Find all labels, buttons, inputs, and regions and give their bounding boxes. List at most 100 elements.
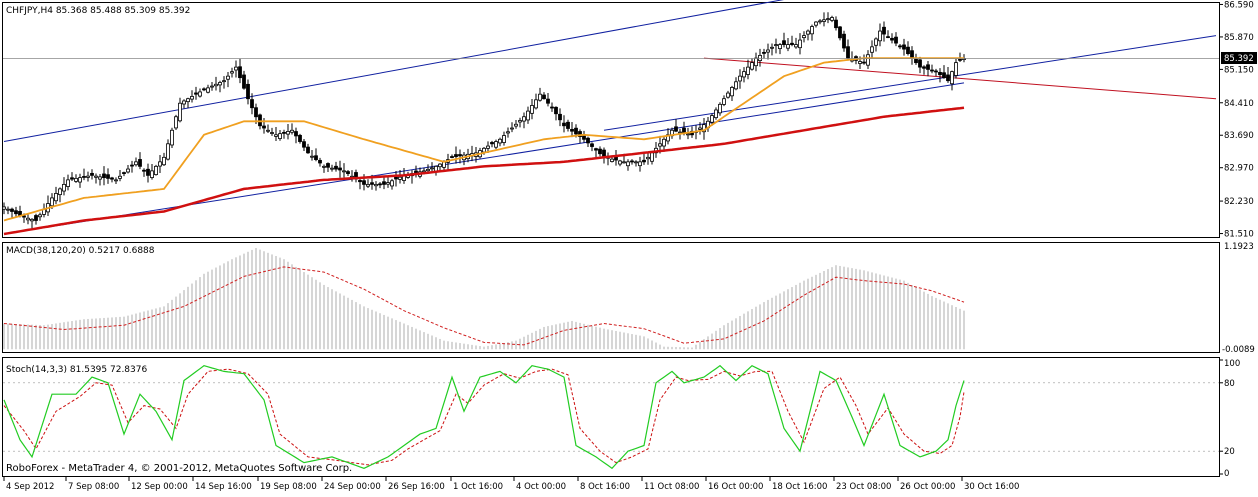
candle-body xyxy=(858,61,862,64)
candle-body xyxy=(958,58,962,61)
candle-body xyxy=(570,128,574,132)
candle-body xyxy=(938,71,942,76)
candle-body xyxy=(274,134,278,137)
candle-body xyxy=(686,133,690,136)
candle-body xyxy=(278,133,282,139)
candle-body xyxy=(482,147,486,153)
candle-body xyxy=(498,138,502,144)
candle-body xyxy=(186,98,190,103)
candle-body xyxy=(250,99,254,109)
candle-body xyxy=(778,44,782,50)
candle-body xyxy=(530,105,534,114)
candle-body xyxy=(646,156,650,160)
candle-body xyxy=(874,38,878,46)
candle-body xyxy=(386,182,390,185)
time-axis-label: 12 Sep 00:00 xyxy=(131,482,188,492)
candle-body xyxy=(438,163,442,168)
candle-body xyxy=(638,161,642,167)
stoch-header: Stoch(14,3,3) 81.5395 72.8376 xyxy=(6,365,147,375)
candle-body xyxy=(230,71,234,74)
candle-body xyxy=(626,161,630,167)
candle-body xyxy=(902,44,906,50)
candle-body xyxy=(58,188,62,196)
candle-body xyxy=(946,74,950,82)
candle-body xyxy=(318,159,322,164)
candle-body xyxy=(366,183,370,187)
candle-body xyxy=(142,169,146,172)
time-axis-label: 30 Oct 16:00 xyxy=(964,482,1019,492)
candle-body xyxy=(450,156,454,158)
candle-body xyxy=(202,88,206,91)
candle-body xyxy=(866,54,870,66)
candle-body xyxy=(622,161,626,164)
candle-body xyxy=(538,93,542,101)
candle-body xyxy=(770,46,774,49)
candle-body xyxy=(74,177,78,182)
candle-body xyxy=(634,161,638,164)
candle-body xyxy=(562,122,566,127)
candle-body xyxy=(106,174,110,179)
candle-body xyxy=(662,138,666,147)
candle-body xyxy=(882,26,886,35)
candle-body xyxy=(298,134,302,142)
candle-body xyxy=(930,69,934,72)
candle-body xyxy=(170,129,174,146)
candle-body xyxy=(158,161,162,167)
candle-body xyxy=(262,125,266,129)
time-axis-label: 19 Sep 08:00 xyxy=(260,482,317,492)
candle-body xyxy=(218,82,222,86)
stochastic-area[interactable] xyxy=(3,364,1219,470)
copyright-watermark: RoboForex - MetaTrader 4, © 2001-2012, M… xyxy=(6,463,352,474)
candle-body xyxy=(590,143,594,147)
candle-body xyxy=(598,148,602,155)
candle-body xyxy=(890,37,894,41)
stoch-axis-label: 80 xyxy=(1224,379,1235,389)
candle-body xyxy=(210,85,214,88)
candle-body xyxy=(182,100,186,105)
candle-body xyxy=(542,94,546,100)
main-chart-header: CHFJPY,H4 85.368 85.488 85.309 85.392 xyxy=(6,6,190,16)
candle-body xyxy=(582,135,586,140)
stoch-signal-line xyxy=(3,368,965,466)
candle-body xyxy=(718,103,722,114)
candle-body xyxy=(554,106,558,115)
candle-body xyxy=(806,30,810,35)
current-price-badge: 85.392 xyxy=(1224,54,1254,64)
main-panel-frame xyxy=(2,2,1220,238)
stoch-axis-label: 100 xyxy=(1224,359,1240,369)
candle-body xyxy=(614,156,618,161)
macd-area[interactable] xyxy=(3,248,965,350)
candle-body xyxy=(398,176,402,180)
candle-body xyxy=(514,123,518,127)
candle-body xyxy=(122,172,126,174)
stoch-axis-label: 0 xyxy=(1224,469,1229,479)
candle-body xyxy=(134,161,138,166)
candle-body xyxy=(346,171,350,174)
candle-body xyxy=(558,113,562,121)
time-axis-label: 11 Oct 08:00 xyxy=(644,482,699,492)
candle-body xyxy=(782,40,786,45)
time-axis-label: 7 Sep 08:00 xyxy=(68,482,119,492)
candle-body xyxy=(38,214,42,218)
candle-body xyxy=(774,44,778,46)
candle-body xyxy=(314,155,318,160)
candle-body xyxy=(174,116,178,129)
ma-fast-line xyxy=(3,57,964,222)
candle-body xyxy=(566,121,570,129)
candle-body xyxy=(526,110,530,121)
main-price-area[interactable] xyxy=(2,0,1220,236)
macd-header: MACD(38,120,20) 0.5217 0.6888 xyxy=(6,246,155,256)
price-axis-label: 81.510 xyxy=(1224,230,1254,240)
candle-body xyxy=(338,167,342,171)
candle-body xyxy=(950,71,954,85)
candle-body xyxy=(206,87,210,93)
candle-body xyxy=(370,182,374,185)
candle-body xyxy=(198,91,202,97)
candle-body xyxy=(102,173,106,179)
candle-body xyxy=(762,51,766,54)
time-axis-label: 26 Sep 16:00 xyxy=(388,482,445,492)
candle-body xyxy=(26,217,30,221)
macd-panel-frame xyxy=(2,242,1220,353)
candle-body xyxy=(322,165,326,168)
